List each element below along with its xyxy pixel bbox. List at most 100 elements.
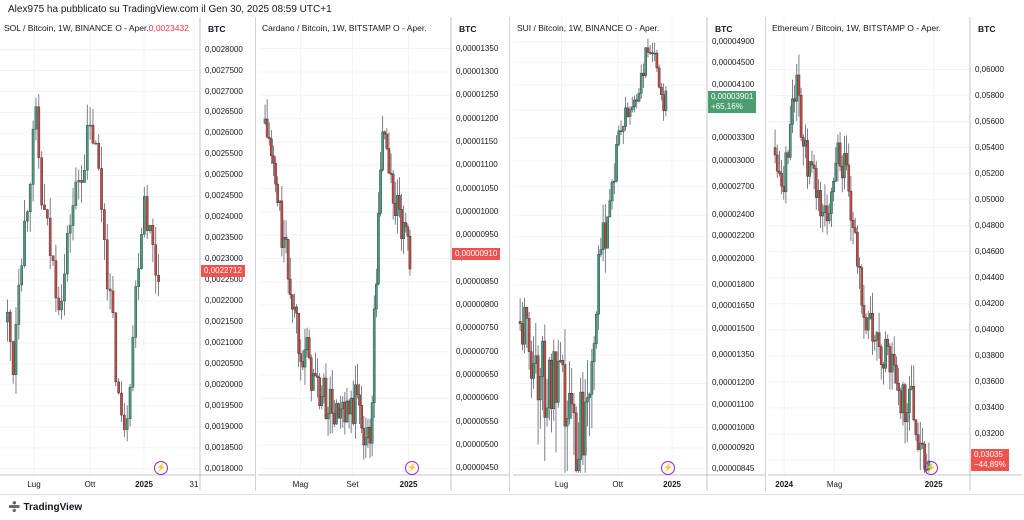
chart-canvas[interactable] (0, 17, 256, 491)
y-tick-label: 0,0023000 (205, 254, 243, 264)
candle-up (83, 169, 86, 183)
chart-title[interactable]: Ethereum / Bitcoin, 1W, BITSTAMP O - Ape… (772, 23, 966, 33)
candle-up (910, 386, 913, 390)
candle-down (404, 222, 408, 228)
chart-canvas[interactable] (258, 17, 510, 491)
y-tick-label: 0,00002700 (712, 181, 755, 191)
candle-down (11, 341, 15, 375)
brand[interactable]: ➗ TradingView (8, 502, 82, 513)
candle-down (819, 190, 822, 217)
candle-up (610, 181, 614, 202)
candle-down (48, 217, 52, 256)
y-tick-label: 0,00000750 (456, 323, 499, 333)
candle-down (864, 317, 868, 331)
candle-down (383, 131, 387, 135)
candle-up (375, 283, 378, 310)
candle-down (871, 312, 874, 342)
chart-panel-ethereum[interactable]: 0,06000 0,05800 0,05600 0,05400 0,05200 0,050… (768, 17, 1022, 491)
candle-up (599, 249, 603, 255)
candle-down (806, 140, 809, 177)
ohlc-label: O - Aper. (625, 23, 660, 33)
y-tick-label: 0,00001500 (712, 324, 755, 334)
candle-up (590, 361, 594, 395)
y-tick-label: 0,00004900 (712, 36, 755, 46)
candle-up (556, 361, 560, 403)
candle-down (921, 442, 924, 445)
ohlc-label: O - Aper. (115, 23, 149, 33)
y-tick-label: 0,0020500 (205, 359, 243, 368)
y-tick-label: 0,0027000 (205, 86, 243, 96)
candle-down (343, 401, 347, 423)
candle-down (648, 52, 652, 54)
candle-down (123, 414, 126, 430)
candle-down (391, 173, 395, 204)
candle-up (791, 98, 794, 125)
chart-canvas[interactable] (768, 17, 1022, 491)
candle-down (284, 237, 288, 240)
candle-down (91, 124, 95, 144)
candle-down (286, 239, 290, 280)
candle-down (145, 196, 149, 231)
y-tick-label: 0,00001000 (712, 422, 755, 432)
chart-canvas[interactable] (513, 17, 766, 491)
candle-up (23, 220, 26, 266)
candle-down (642, 72, 645, 76)
y-tick-label: 0,00000450 (456, 463, 499, 473)
candle-down (151, 225, 155, 245)
candle-down (362, 427, 366, 446)
chart-title[interactable]: SOL / Bitcoin, 1W, BINANCE O - Aper.0,00… (4, 23, 196, 33)
candle-up (20, 265, 23, 286)
tradingview-logo-icon: ➗ (8, 502, 21, 513)
candle-down (267, 137, 271, 139)
candle-up (547, 359, 551, 409)
candle-up (901, 384, 905, 414)
y-tick-label: 0,0025500 (205, 149, 243, 159)
candle-up (396, 195, 399, 216)
candle-up (630, 106, 634, 110)
candle-up (869, 312, 872, 319)
candle-up (140, 234, 143, 269)
candle-up (364, 437, 368, 446)
x-tick-label: 2025 (135, 480, 153, 489)
lightning-icon[interactable]: ⚡ (154, 461, 168, 475)
lightning-icon[interactable]: ⚡ (924, 461, 938, 475)
y-tick-label: 0,03400 (975, 402, 1004, 412)
lightning-icon[interactable]: ⚡ (405, 461, 419, 475)
candle-down (851, 220, 855, 228)
candle-up (905, 412, 909, 423)
candle-up (866, 317, 870, 331)
candle-down (858, 266, 861, 268)
candle-down (775, 154, 779, 172)
y-tick-label: 0,00004500 (712, 57, 755, 67)
y-tick-label: 0,00002200 (712, 231, 755, 241)
candle-up (335, 403, 338, 425)
candle-up (830, 191, 833, 214)
candle-down (307, 337, 311, 359)
candle-up (370, 402, 374, 444)
lightning-icon[interactable]: ⚡ (661, 461, 675, 475)
candle-up (579, 391, 582, 460)
chart-panel-sui[interactable]: 0,000049000,000045000,000041000,00003700… (513, 17, 766, 491)
chart-panel-sol[interactable]: 0,0028000 0,0027500 0,0027000 0,0026500 0,00… (0, 17, 256, 491)
x-tick-label: 2025 (399, 480, 418, 489)
candle-up (17, 284, 21, 325)
candle-down (662, 94, 665, 111)
y-tick-label: 0,00003300 (712, 132, 755, 142)
chart-title[interactable]: Cardano / Bitcoin, 1W, BITSTAMP O - Aper… (262, 23, 447, 33)
candle-down (888, 346, 892, 373)
candle-down (400, 208, 403, 239)
candle-up (88, 124, 92, 127)
candle-down (100, 168, 103, 210)
y-tick-label: 0,05000 (975, 194, 1004, 204)
candle-down (80, 180, 83, 183)
x-tick-label: Ott (612, 480, 624, 489)
y-tick-label: 0,00001350 (456, 43, 499, 53)
chart-panel-cardano[interactable]: 0,00001350 0,00001300 0,00001250 0,00001200… (258, 17, 510, 491)
candle-up (278, 200, 282, 203)
y-tick-label: 0,00000500 (456, 440, 499, 450)
candle-down (291, 294, 294, 310)
chart-title[interactable]: SUI / Bitcoin, 1W, BINANCE O - Aper. (517, 23, 703, 33)
candle-down (318, 377, 321, 407)
candle-up (890, 353, 894, 373)
candle-down (288, 278, 292, 295)
